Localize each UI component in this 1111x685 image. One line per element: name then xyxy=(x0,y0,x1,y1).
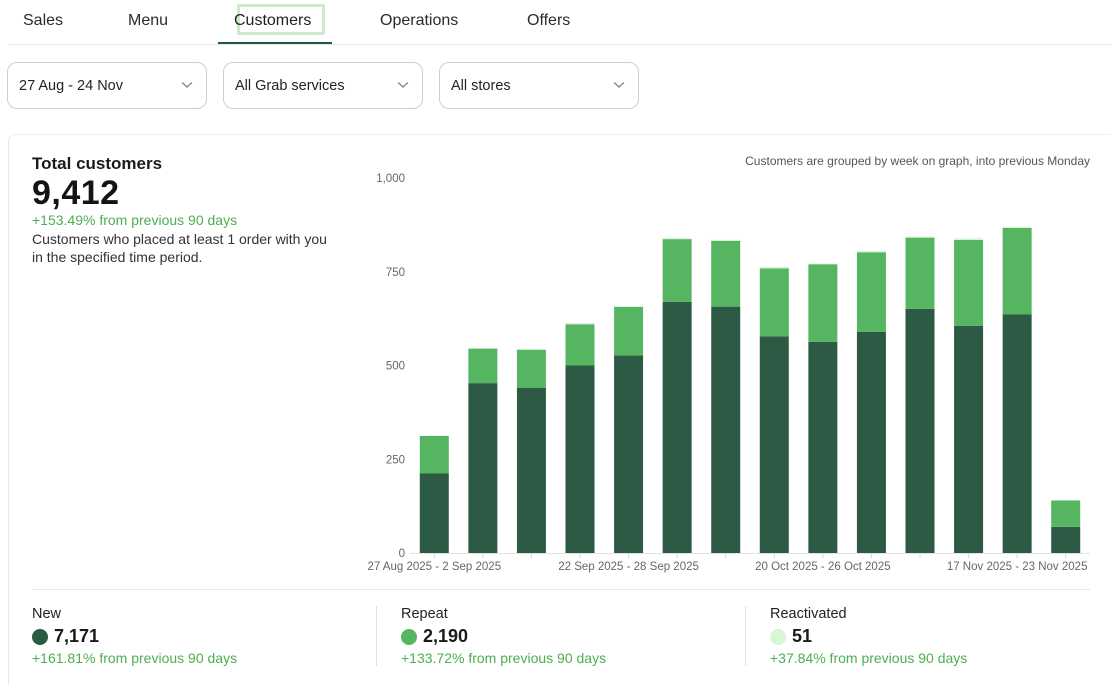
bar-reactivated xyxy=(468,348,497,349)
legend-reactivated-value: 51 xyxy=(792,626,812,647)
y-tick-label: 500 xyxy=(386,361,405,373)
bar-repeat xyxy=(566,324,595,365)
legend-new-dot xyxy=(32,629,48,645)
bar-repeat xyxy=(663,239,692,302)
legend-separator xyxy=(376,606,377,666)
legend-repeat-change: +133.72% from previous 90 days xyxy=(401,650,606,666)
total-customers-change: +153.49% from previous 90 days xyxy=(32,212,237,228)
y-tick-label: 250 xyxy=(386,454,405,466)
bar-repeat xyxy=(468,349,497,384)
bar-reactivated xyxy=(711,240,740,241)
customers-bar-chart: 0 250 500 750 1,000 27 Aug 2025 - 2 Sep 2025 2… xyxy=(360,168,1100,580)
x-tick-label: 20 Oct 2025 - 26 Oct 2025 xyxy=(755,561,891,573)
bar-reactivated xyxy=(954,238,983,240)
bar-repeat xyxy=(420,436,449,474)
legend-new-change: +161.81% from previous 90 days xyxy=(32,650,237,666)
tab-sales[interactable]: Sales xyxy=(23,12,63,30)
bar-new xyxy=(857,332,886,553)
tab-customers[interactable]: Customers xyxy=(234,12,311,30)
bar-reactivated xyxy=(906,237,935,238)
tab-offers[interactable]: Offers xyxy=(527,12,570,30)
y-tick-label: 750 xyxy=(386,267,405,279)
legend-new-value: 7,171 xyxy=(54,626,99,647)
legend-reactivated-change: +37.84% from previous 90 days xyxy=(770,650,967,666)
bar-new xyxy=(711,307,740,553)
tab-bar: Sales Menu Customers Operations Offers xyxy=(8,0,1111,45)
active-tab-indicator xyxy=(218,42,332,44)
bar-reactivated xyxy=(663,238,692,239)
bar-reactivated xyxy=(808,264,837,265)
tab-operations[interactable]: Operations xyxy=(380,12,458,30)
service-dropdown[interactable]: All Grab services xyxy=(223,62,423,109)
bar-repeat xyxy=(906,238,935,309)
bar-new xyxy=(906,309,935,553)
bar-new xyxy=(566,366,595,554)
bar-new xyxy=(760,336,789,553)
bar-reactivated xyxy=(566,323,595,324)
legend-reactivated-label: Reactivated xyxy=(770,606,967,622)
chevron-down-icon xyxy=(613,81,625,89)
bar-new xyxy=(808,342,837,553)
date-range-dropdown[interactable]: 27 Aug - 24 Nov xyxy=(7,62,207,109)
bar-repeat xyxy=(1051,501,1080,527)
legend-repeat: Repeat 2,190 +133.72% from previous 90 d… xyxy=(401,606,606,666)
chart-grouping-note: Customers are grouped by week on graph, … xyxy=(745,154,1090,168)
x-tick-label: 27 Aug 2025 - 2 Sep 2025 xyxy=(367,561,501,573)
bar-reactivated xyxy=(760,267,789,269)
store-dropdown[interactable]: All stores xyxy=(439,62,639,109)
y-tick-label: 0 xyxy=(399,548,405,560)
chevron-down-icon xyxy=(397,81,409,89)
legend-new-label: New xyxy=(32,606,237,622)
bar-reactivated xyxy=(857,251,886,252)
bar-new xyxy=(614,355,643,553)
legend-repeat-label: Repeat xyxy=(401,606,606,622)
bar-reactivated xyxy=(1003,227,1032,228)
bar-new xyxy=(420,474,449,554)
date-range-value: 27 Aug - 24 Nov xyxy=(19,78,123,94)
legend-repeat-dot xyxy=(401,629,417,645)
bar-new xyxy=(663,302,692,553)
bar-new xyxy=(1003,315,1032,554)
legend-new: New 7,171 +161.81% from previous 90 days xyxy=(32,606,237,666)
total-customers-title: Total customers xyxy=(32,154,162,174)
bar-repeat xyxy=(614,307,643,355)
total-customers-description: Customers who placed at least 1 order wi… xyxy=(32,230,332,266)
bar-repeat xyxy=(954,240,983,326)
service-value: All Grab services xyxy=(235,78,345,94)
bar-reactivated xyxy=(517,349,546,350)
legend-repeat-value: 2,190 xyxy=(423,626,468,647)
bar-reactivated xyxy=(614,306,643,307)
store-value: All stores xyxy=(451,78,511,94)
legend-divider xyxy=(32,589,1090,590)
x-tick-label: 17 Nov 2025 - 23 Nov 2025 xyxy=(947,561,1088,573)
legend-separator xyxy=(745,606,746,666)
bar-new xyxy=(468,383,497,553)
y-tick-label: 1,000 xyxy=(376,173,405,185)
bar-new xyxy=(954,326,983,553)
bar-repeat xyxy=(711,241,740,307)
bar-repeat xyxy=(517,350,546,388)
bar-repeat xyxy=(760,268,789,336)
legend-reactivated: Reactivated 51 +37.84% from previous 90 … xyxy=(770,606,967,666)
total-customers-value: 9,412 xyxy=(32,174,120,213)
legend-reactivated-dot xyxy=(770,629,786,645)
x-tick-label: 22 Sep 2025 - 28 Sep 2025 xyxy=(558,561,699,573)
bar-repeat xyxy=(1003,228,1032,315)
bar-repeat xyxy=(808,264,837,342)
chevron-down-icon xyxy=(181,81,193,89)
bar-repeat xyxy=(857,252,886,332)
bar-new xyxy=(517,388,546,553)
bar-new xyxy=(1051,527,1080,553)
tab-menu[interactable]: Menu xyxy=(128,12,168,30)
